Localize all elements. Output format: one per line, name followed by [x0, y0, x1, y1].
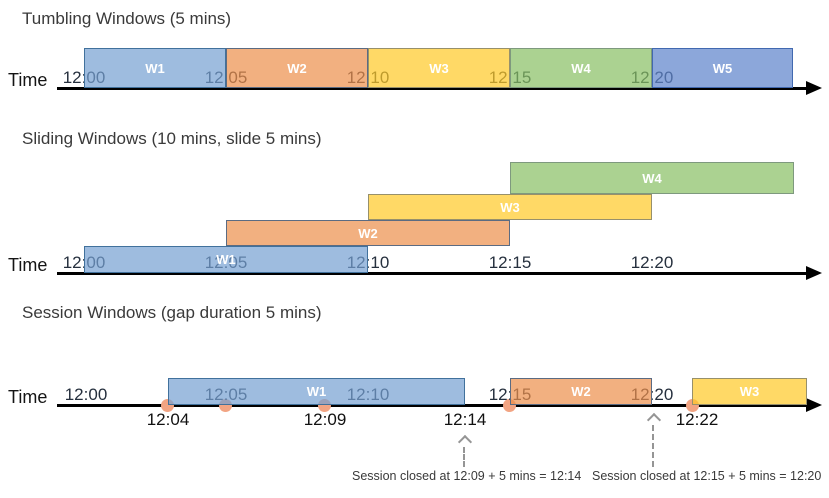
tumbling-window-w5-label: W5	[712, 60, 733, 76]
sliding-window-w1-label: W1	[216, 252, 236, 267]
tumbling-timeline	[57, 87, 806, 90]
tumbling-window-w1-label: W1	[145, 60, 165, 76]
tumbling-title: Tumbling Windows (5 mins)	[22, 9, 232, 28]
session-timeline	[57, 404, 806, 407]
session-window-w3: W3	[692, 378, 807, 405]
session-event-label-1222: 12:22	[675, 410, 719, 429]
session-event-label-1214: 12:14	[443, 410, 487, 429]
sliding-time-axis-label: Time	[8, 255, 48, 275]
session-time-axis-label: Time	[8, 387, 48, 407]
session-event-label-1204: 12:04	[146, 410, 190, 429]
session-title: Session Windows (gap duration 5 mins)	[22, 303, 322, 322]
sliding-window-w1: W1	[84, 246, 368, 273]
sliding-tick-1215: 12:15	[488, 253, 532, 272]
sliding-timeline	[57, 272, 806, 275]
sliding-window-w4: W4	[510, 162, 794, 194]
sliding-window-w3: W3	[368, 194, 652, 220]
tumbling-window-w3-label: W3	[429, 60, 449, 76]
session-window-w1-label: W1	[306, 384, 327, 399]
session-window-w2: W2	[510, 378, 652, 405]
tumbling-window-w5: W5	[652, 48, 793, 88]
tumbling-time-axis-label: Time	[8, 70, 48, 90]
session-annotation-2: Session closed at 12:15 + 5 mins = 12:20	[592, 469, 822, 483]
session-tick-1200: 12:00	[64, 385, 108, 404]
session-window-w1: W1	[168, 378, 465, 405]
tumbling-window-w4: W4	[510, 48, 652, 88]
sliding-window-w2-label: W2	[358, 225, 378, 241]
tumbling-window-w1: W1	[84, 48, 226, 88]
session-event-label-1209: 12:09	[303, 410, 347, 429]
sliding-window-w4-label: W4	[642, 170, 662, 186]
sliding-timeline-arrowhead-icon	[806, 266, 822, 280]
dashed-stem	[652, 425, 654, 467]
sliding-tick-1220: 12:20	[630, 253, 674, 272]
tumbling-window-w2: W2	[226, 48, 368, 88]
tumbling-window-w3: W3	[368, 48, 510, 88]
session-timeline-arrowhead-icon	[806, 398, 822, 412]
tumbling-window-w2-label: W2	[287, 60, 307, 76]
tumbling-timeline-arrowhead-icon	[806, 81, 822, 95]
session-window-w2-label: W2	[571, 384, 591, 399]
session-window-w3-label: W3	[739, 384, 760, 399]
tumbling-window-w4-label: W4	[571, 60, 591, 76]
dashed-stem	[463, 447, 465, 467]
sliding-window-w2: W2	[226, 220, 510, 246]
session-annotation-1: Session closed at 12:09 + 5 mins = 12:14	[352, 469, 582, 483]
sliding-window-w3-label: W3	[500, 199, 520, 215]
sliding-title: Sliding Windows (10 mins, slide 5 mins)	[22, 129, 322, 148]
